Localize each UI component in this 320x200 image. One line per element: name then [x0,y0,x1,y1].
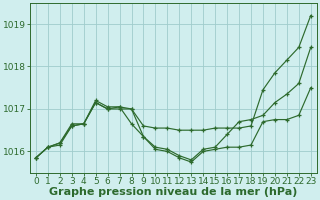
X-axis label: Graphe pression niveau de la mer (hPa): Graphe pression niveau de la mer (hPa) [49,187,298,197]
